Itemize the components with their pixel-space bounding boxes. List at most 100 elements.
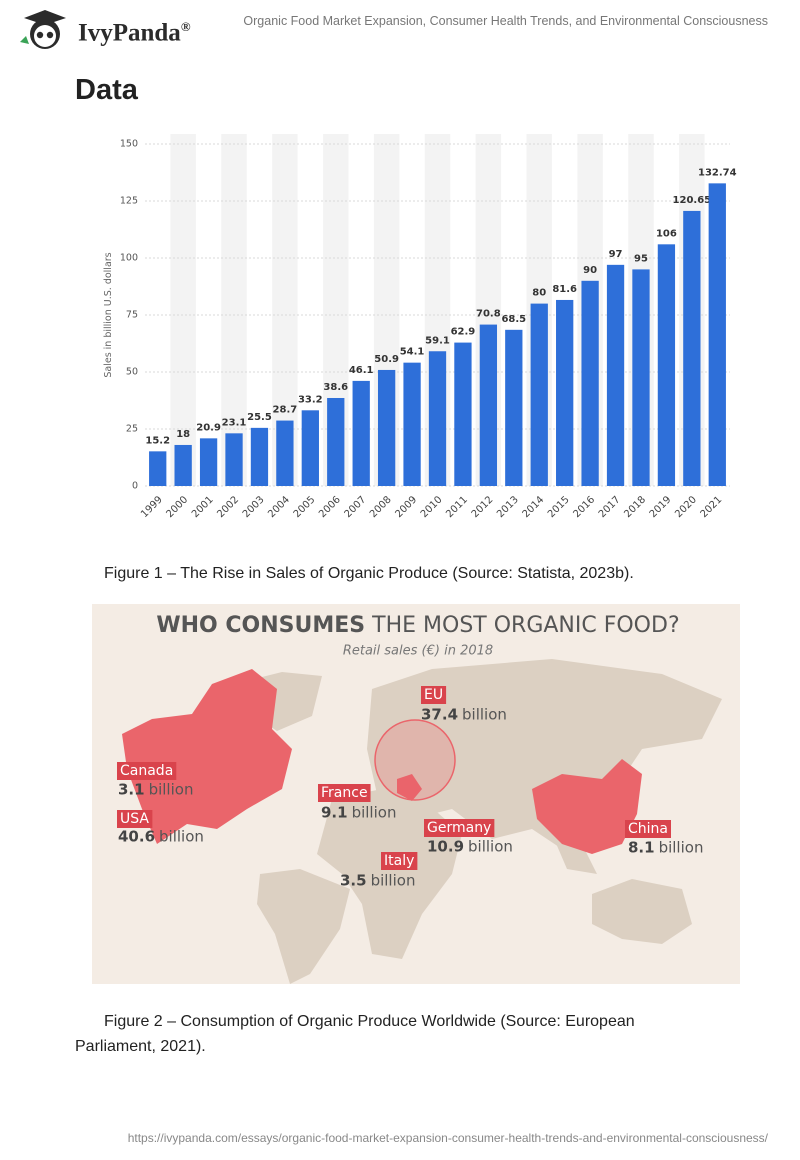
brand-mark: ® [180,19,191,34]
region-label-box [381,852,418,870]
region-name: Italy [384,853,414,869]
x-tick-label: 2019 [648,494,674,520]
data-label: 70.8 [476,309,501,320]
map-subtitle: Retail sales (€) in 2018 [343,644,493,659]
x-tick-label: 2004 [266,494,292,520]
x-tick-label: 2011 [444,494,470,520]
region-unit: billion [352,804,397,822]
region-label-box [424,819,495,837]
map-title-bold: WHO CONSUMES [156,613,365,638]
highlighted-countries [122,669,642,854]
region-amount: 3.1 [118,781,145,799]
data-label: 81.6 [552,284,577,295]
data-label: 54.1 [400,347,425,358]
region-label-box [625,820,671,838]
y-tick-label: 25 [126,424,138,435]
brand-name: IvyPanda [78,19,181,47]
x-tick-label: 2009 [393,494,419,520]
footer-url: https://ivypanda.com/essays/organic-food… [127,1131,768,1145]
x-tick-label: 2017 [597,494,623,520]
bar [225,433,243,486]
region-unit: billion [468,838,513,856]
bar [327,397,345,486]
x-tick-label: 2021 [699,494,725,520]
data-label: 28.7 [273,405,298,416]
data-label: 97 [609,249,623,260]
data-label: 20.9 [196,422,221,433]
data-label: 46.1 [349,365,374,376]
map-figure: WHO CONSUMES THE MOST ORGANIC FOOD? Reta… [92,604,740,984]
bar [199,438,218,486]
x-tick-label: 2015 [546,494,572,520]
map-title: WHO CONSUMES THE MOST ORGANIC FOOD? [156,613,679,638]
x-tick-label: 2000 [164,494,190,520]
y-tick-label: 0 [132,481,138,492]
map-title-rest: THE MOST ORGANIC FOOD? [371,613,679,638]
figure-caption: Figure 1 – The Rise in Sales of Organic … [104,565,634,582]
region-name: Germany [427,820,491,836]
logo-icon [20,10,66,49]
bar [657,244,676,486]
y-tick-label: 50 [126,367,138,378]
bar [505,329,523,486]
x-tick-label: 2008 [368,494,394,520]
region-name: China [628,821,668,837]
data-label: 38.6 [323,382,348,393]
y-axis-label: Sales in billion U.S. dollars [103,252,114,377]
region-amount: 3.5 [340,872,367,890]
bar [174,444,192,486]
region-amount: 9.1 [321,804,348,822]
bar [377,369,396,486]
chart: 0 25 50 75 100 125 150 Sales in billion U.S. do… [103,134,737,520]
column-stripe [170,134,196,486]
data-label: 23.1 [222,417,247,428]
x-tick-label: 2002 [215,494,241,520]
bar [250,427,269,486]
bar [479,324,498,486]
data-label: 80 [532,288,546,299]
bar [708,183,726,487]
region-label-box [117,762,177,780]
data-label: 33.2 [298,394,323,405]
region-name: Canada [120,763,173,779]
data-label: 15.2 [145,435,170,446]
data-label: 62.9 [451,327,476,338]
section-heading: Data [75,74,138,106]
y-tick-label: 125 [120,196,138,207]
x-tick-label: 2006 [317,494,343,520]
region-unit: billion [659,839,704,857]
x-tick-label: 2013 [495,494,521,520]
bar [581,280,599,486]
region-unit: billion [462,706,507,724]
region-name: USA [120,811,149,827]
x-tick-label: 2014 [521,494,547,520]
region-label-box [117,810,153,828]
bar [632,269,650,486]
x-tick-label: 2007 [343,494,369,520]
y-tick-label: 100 [120,253,138,264]
data-label: 132.74 [698,167,737,178]
region-label-box [421,686,447,704]
x-tick-label: 2001 [190,494,216,520]
bar [683,210,701,486]
x-tick-label: 2016 [571,494,597,520]
data-label: 59.1 [425,335,450,346]
bar [301,410,319,486]
bar [149,451,167,486]
header-title: Organic Food Market Expansion, Consumer … [243,14,768,28]
data-label: 106 [656,228,677,239]
eu-highlight [374,719,456,801]
region-label-box [318,784,371,802]
x-tick-label: 2005 [292,494,318,520]
x-tick-label: 2020 [673,494,699,520]
x-tick-label: 2018 [622,494,648,520]
region-name: EU [424,687,443,703]
brand: IvyPanda® [78,19,191,47]
column-stripe [221,134,247,486]
x-tick-label: 2010 [419,494,445,520]
bar [556,299,574,486]
bar [276,420,294,486]
y-tick-label: 75 [126,310,138,321]
bar [530,303,548,486]
